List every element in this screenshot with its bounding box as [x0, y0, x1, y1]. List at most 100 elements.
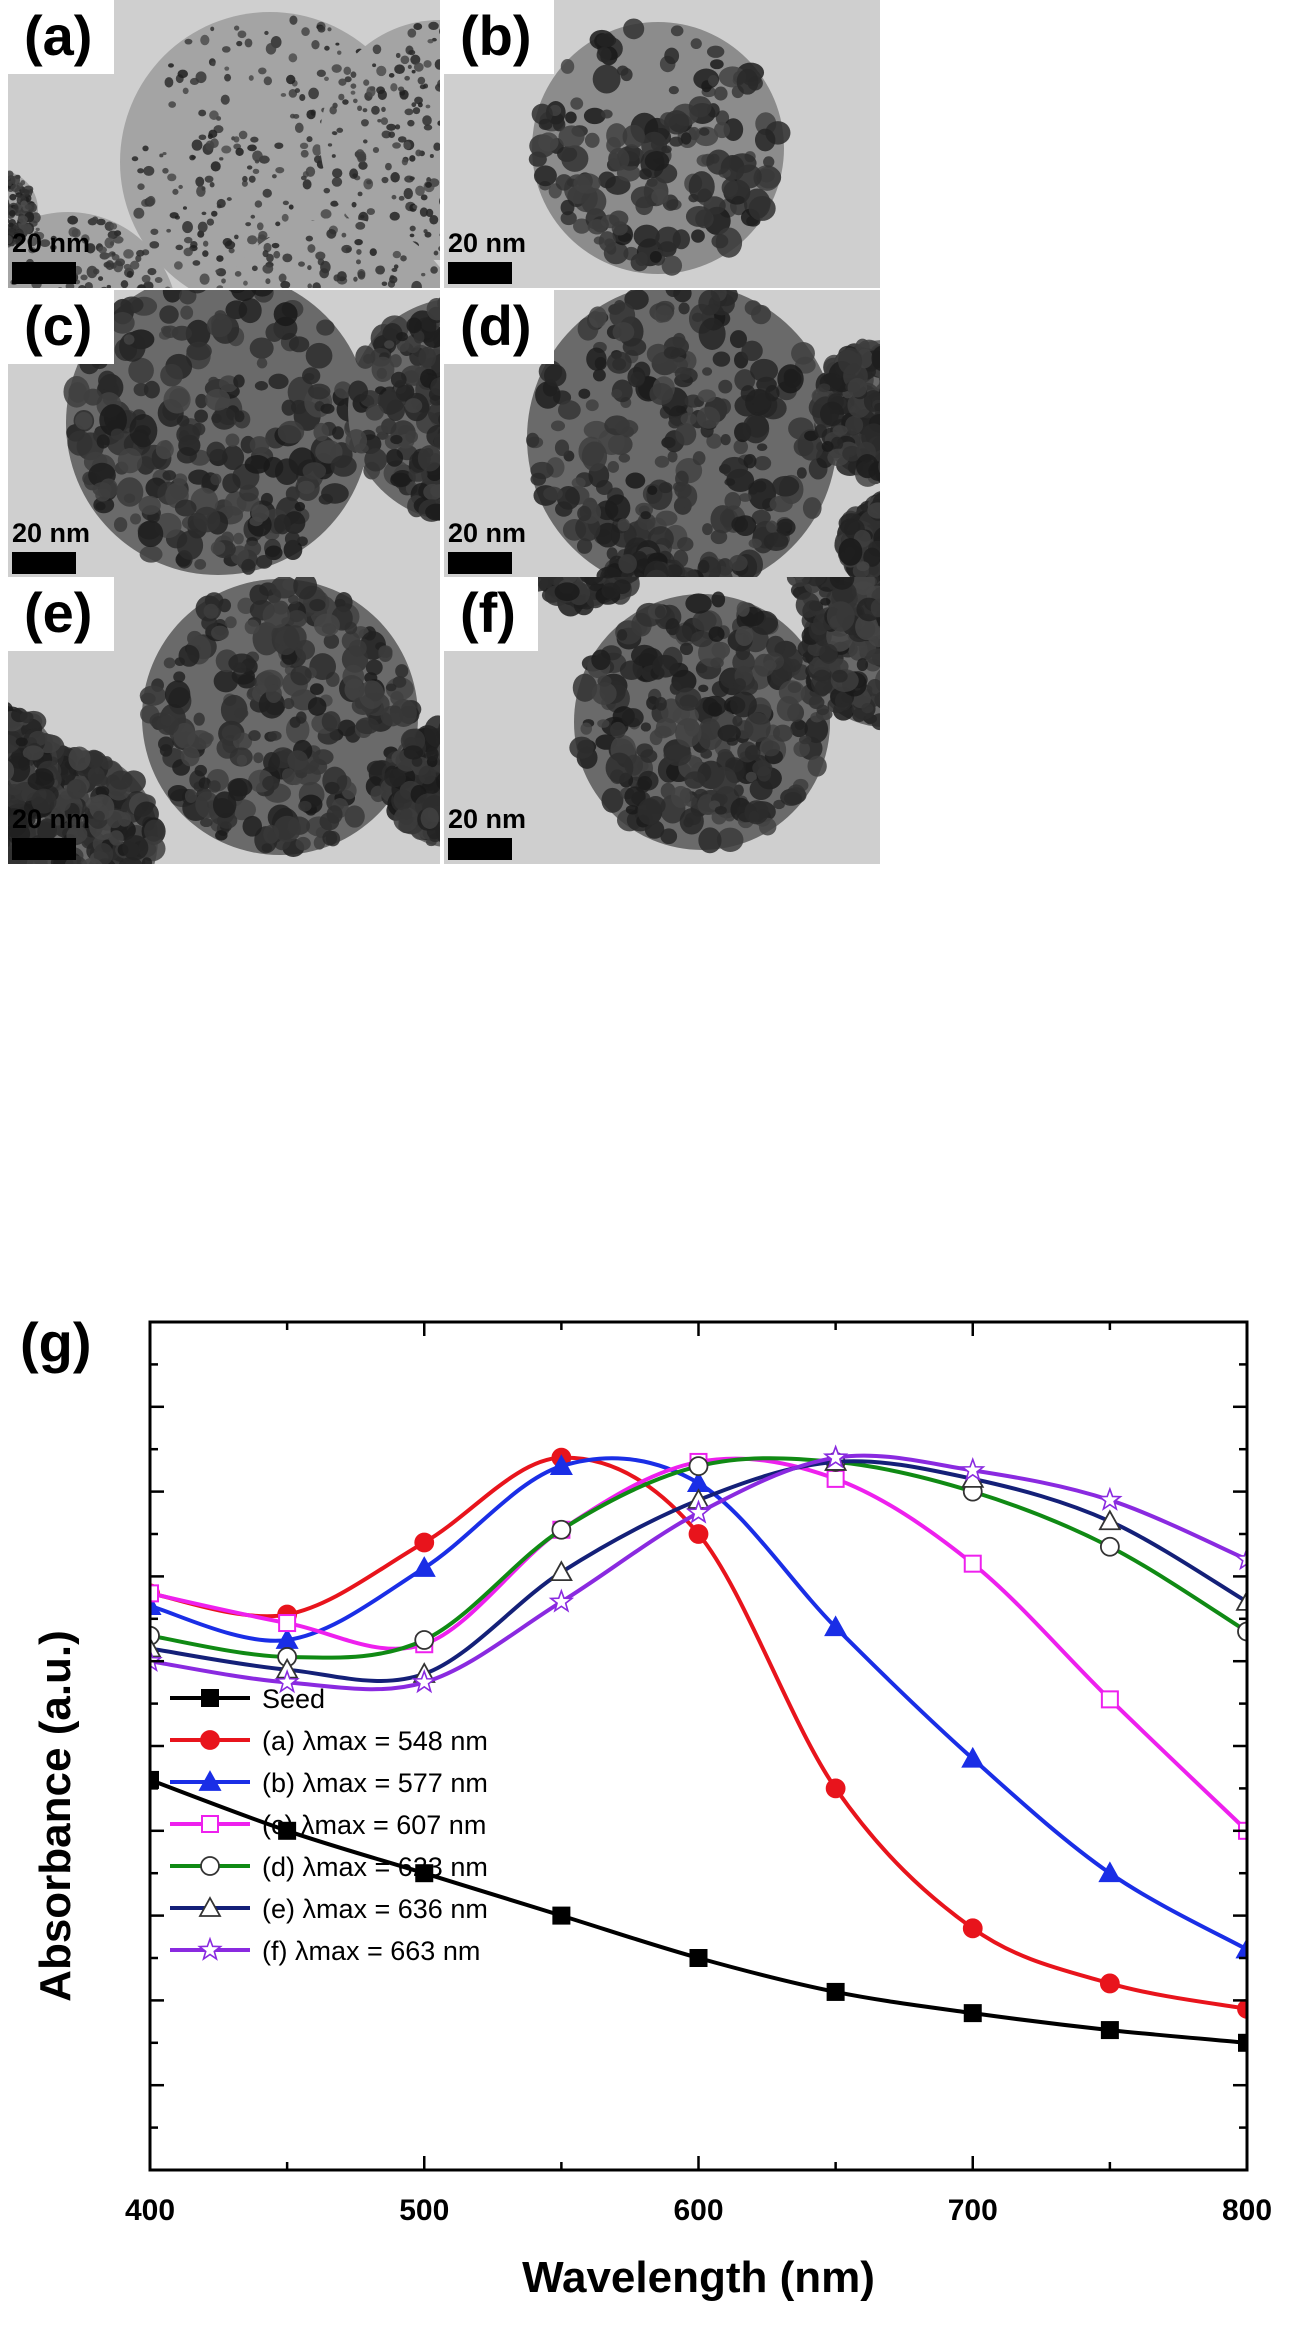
legend-label: (c) λmax = 607 nm	[262, 1810, 486, 1840]
data-point	[824, 1615, 848, 1637]
data-point	[962, 1918, 983, 1939]
scale-bar	[12, 552, 76, 574]
data-point	[274, 1669, 300, 1694]
legend-label: (a) λmax = 548 nm	[262, 1726, 488, 1756]
y-axis-label: Absorbance (a.u.)	[31, 1630, 80, 2002]
data-point	[414, 1630, 435, 1650]
data-point	[1098, 1509, 1122, 1531]
data-point	[825, 1778, 846, 1799]
scale-bar-label: 20 nm	[12, 228, 91, 258]
data-point	[685, 1499, 712, 1524]
data-point	[688, 1524, 709, 1544]
legend-marker	[198, 1770, 222, 1791]
panel-label: (c)	[8, 290, 115, 364]
tem-panel-c: (c) 20 nm	[8, 290, 440, 578]
legend-entry: (f) λmax = 663 nm	[170, 1936, 480, 1966]
tem-panel-a: (a) 20 nm	[8, 0, 440, 288]
data-point	[150, 1584, 159, 1603]
legend-marker	[197, 1936, 223, 1961]
data-point	[689, 1949, 708, 1967]
scale-bar-label: 20 nm	[448, 518, 527, 548]
x-tick-label: 800	[1222, 2194, 1272, 2227]
scale-bar	[12, 262, 76, 284]
legend-marker	[200, 1730, 220, 1750]
legend-marker	[201, 1689, 219, 1707]
tem-micrograph	[444, 0, 880, 288]
data-point	[414, 1532, 435, 1553]
legend-label: (b) λmax = 577 nm	[262, 1768, 488, 1798]
legend-entry: (c) λmax = 607 nm	[170, 1810, 486, 1840]
data-point	[960, 1457, 986, 1482]
data-point	[278, 1614, 297, 1633]
panel-label: (a)	[8, 0, 115, 74]
legend-label: Seed	[262, 1684, 325, 1714]
tem-image-grid: (a) 20 nm (b) 20 nm (c) 20 nm (d) 20 nm (e) 20 nm…	[8, 0, 880, 864]
data-point	[549, 1560, 573, 1582]
panel-label-g: (g)	[20, 1311, 92, 1374]
scale-bar	[12, 838, 76, 860]
legend-entry: (a) λmax = 548 nm	[170, 1726, 488, 1756]
panel-label: (f)	[444, 577, 538, 651]
data-point	[961, 1746, 985, 1768]
data-point	[826, 1469, 845, 1488]
data-point	[412, 1556, 436, 1577]
data-point	[548, 1588, 575, 1613]
data-point	[415, 1864, 434, 1883]
legend-entry: Seed	[170, 1684, 325, 1714]
series-line-1	[150, 1455, 1247, 2011]
tem-panel-e: (e) 20 nm	[8, 577, 440, 864]
scale-bar-label: 20 nm	[448, 804, 527, 834]
legend-label: (d) λmax = 623 nm	[262, 1852, 488, 1882]
data-point	[688, 1456, 709, 1477]
tem-panel-b: (b) 20 nm	[444, 0, 880, 288]
x-tick-label: 500	[399, 2194, 449, 2227]
legend-marker	[198, 1896, 222, 1917]
data-point	[826, 1982, 845, 2001]
tem-micrograph	[444, 290, 880, 578]
data-point	[1235, 1937, 1247, 1959]
legend-label: (f) λmax = 663 nm	[262, 1936, 480, 1966]
tem-panel-d: (d) 20 nm	[444, 290, 880, 578]
x-tick-label: 700	[948, 2194, 998, 2227]
legend-entry: (e) λmax = 636 nm	[170, 1894, 488, 1924]
scale-bar-label: 20 nm	[12, 804, 91, 834]
x-axis-label: Wavelength (nm)	[522, 2253, 875, 2302]
absorbance-chart: 400 500 600 700 800 Wavelength (nm) Absorbance…	[20, 1311, 1272, 2302]
data-point	[1100, 2021, 1119, 2040]
x-tick-label: 600	[673, 2194, 723, 2227]
tem-panel-f: (f) 20 nm	[444, 577, 880, 864]
data-point	[150, 1636, 162, 1658]
data-point	[150, 1625, 160, 1646]
panel-label: (b)	[444, 0, 554, 74]
data-point	[1234, 1546, 1247, 1571]
data-point	[963, 2004, 982, 2023]
data-point	[278, 1821, 297, 1840]
data-point	[822, 1444, 849, 1469]
data-point	[1099, 1973, 1120, 1994]
panel-label: (e)	[8, 577, 115, 651]
scale-bar	[448, 552, 512, 574]
data-point	[411, 1669, 437, 1694]
data-point	[1100, 1690, 1119, 1709]
data-point	[549, 1454, 573, 1476]
legend-entry: (d) λmax = 623 nm	[170, 1852, 488, 1882]
scale-bar	[448, 838, 512, 860]
panel-label: (d)	[444, 290, 554, 364]
legend-entry: (b) λmax = 577 nm	[170, 1768, 488, 1798]
data-point	[1098, 1861, 1122, 1883]
tem-micrograph	[8, 0, 440, 288]
scale-bar-label: 20 nm	[448, 228, 527, 258]
legend-marker	[201, 1815, 219, 1833]
x-tick-label: 400	[125, 2194, 175, 2227]
tem-micrograph	[8, 290, 440, 578]
data-point	[1237, 1621, 1247, 1642]
data-point	[1099, 1536, 1120, 1557]
scale-bar-label: 20 nm	[12, 518, 91, 548]
data-point	[1097, 1486, 1123, 1511]
data-point	[150, 1770, 159, 1789]
data-point	[963, 1554, 982, 1573]
data-point	[1235, 1589, 1247, 1611]
legend-marker	[200, 1856, 220, 1876]
data-point	[551, 1519, 572, 1540]
scale-bar	[448, 262, 512, 284]
